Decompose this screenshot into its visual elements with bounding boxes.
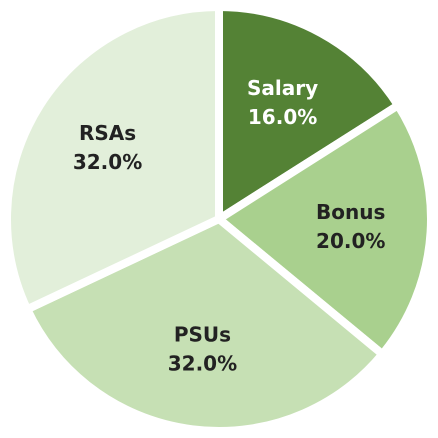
slice-value-label: 20.0% bbox=[316, 229, 385, 253]
slice-value-label: 16.0% bbox=[248, 105, 317, 129]
slice-label: Bonus bbox=[316, 200, 385, 224]
slice-label: Salary bbox=[247, 76, 318, 100]
slice-label: PSUs bbox=[174, 322, 231, 346]
pie-slice bbox=[215, 2, 404, 227]
pie-slice bbox=[212, 99, 435, 360]
slice-label: RSAs bbox=[79, 121, 136, 145]
slice-value-label: 32.0% bbox=[73, 150, 142, 174]
pie-slice bbox=[3, 2, 223, 315]
pie-slice bbox=[21, 214, 388, 435]
slice-value-label: 32.0% bbox=[168, 351, 237, 375]
